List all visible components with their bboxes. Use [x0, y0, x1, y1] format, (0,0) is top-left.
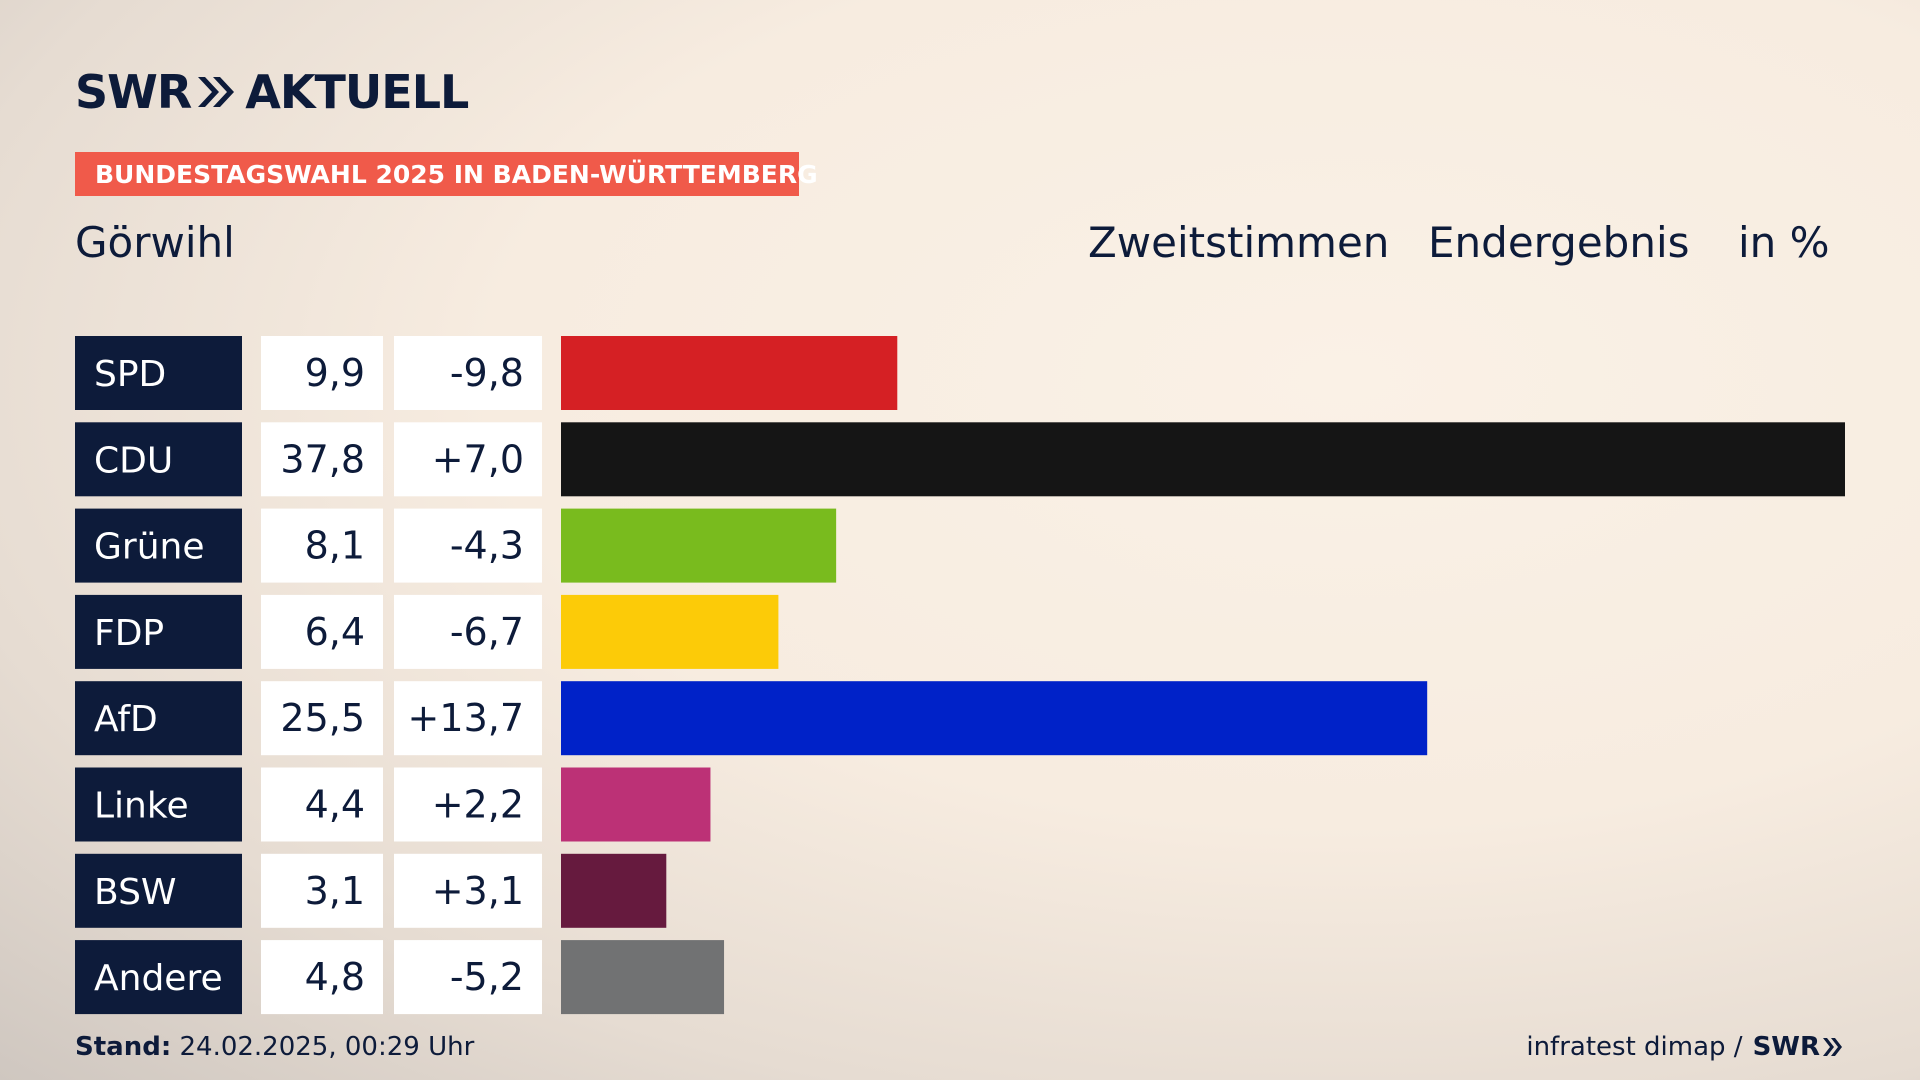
party-label: CDU — [94, 440, 173, 481]
vote-type-label: Zweitstimmen — [1088, 218, 1390, 267]
change-box-andere — [394, 940, 542, 1015]
change-label: -4,3 — [450, 524, 524, 568]
stand-value: 24.02.2025, 00:29 Uhr — [179, 1032, 475, 1062]
swr-small-logo: SWR — [1753, 1032, 1844, 1062]
value-label: 37,8 — [280, 437, 365, 481]
brand-aktuell-text: AKTUELL — [245, 65, 469, 119]
value-label: 3,1 — [305, 869, 365, 913]
source-text: infratest dimap / — [1526, 1032, 1743, 1062]
change-box-bsw — [394, 853, 542, 928]
value-box-fdp — [261, 594, 383, 669]
change-box-afd — [394, 681, 542, 756]
party-label: SPD — [94, 354, 166, 395]
result-type-label: Endergebnis — [1428, 218, 1690, 267]
source-credit: infratest dimap / SWR — [1526, 1032, 1844, 1062]
election-banner: BUNDESTAGSWAHL 2025 IN BADEN-WÜRTTEMBERG — [75, 152, 818, 196]
change-label: -9,8 — [450, 351, 524, 395]
party-label: AfD — [94, 699, 158, 740]
brand-swr-text: SWR — [75, 65, 192, 119]
bar-spd — [561, 336, 898, 410]
timestamp: Stand: 24.02.2025, 00:29 Uhr — [75, 1032, 474, 1062]
party-label: Linke — [94, 786, 189, 827]
swr-small-text: SWR — [1752, 1032, 1820, 1062]
bar-cdu — [561, 422, 1845, 497]
change-label: +7,0 — [432, 437, 524, 481]
change-label: +3,1 — [432, 869, 524, 913]
change-box-cdu — [394, 422, 542, 497]
change-label: +13,7 — [408, 696, 524, 740]
bar-linke — [561, 767, 711, 842]
change-box-fdp — [394, 594, 542, 669]
party-label-box-cdu — [75, 422, 242, 497]
party-label-box-bsw — [75, 853, 242, 928]
value-label: 25,5 — [280, 696, 365, 740]
change-box-spd — [394, 336, 542, 410]
stand-label: Stand: — [75, 1032, 172, 1062]
value-label: 4,8 — [305, 955, 365, 999]
value-box-afd — [261, 681, 383, 756]
swr-aktuell-logo: SWR AKTUELL — [75, 65, 469, 119]
unit-label: in % — [1738, 218, 1830, 267]
bar-andere — [561, 940, 725, 1015]
value-label: 9,9 — [305, 351, 365, 395]
value-box-spd — [261, 336, 383, 410]
value-box-cdu — [261, 422, 383, 497]
value-label: 4,4 — [305, 783, 365, 827]
party-label-box-spd — [75, 336, 242, 410]
party-label-box-afd — [75, 681, 242, 756]
double-chevron-icon — [198, 77, 235, 107]
party-label: BSW — [94, 872, 177, 913]
bar-afd — [561, 681, 1428, 756]
change-label: -5,2 — [450, 955, 524, 999]
party-label: FDP — [94, 613, 164, 654]
change-box-grüne — [394, 508, 542, 583]
value-box-linke — [261, 767, 383, 842]
bar-bsw — [561, 853, 667, 928]
change-label: -6,7 — [450, 610, 524, 654]
change-box-linke — [394, 767, 542, 842]
party-label: Andere — [94, 958, 223, 999]
value-label: 8,1 — [305, 524, 365, 568]
party-label-box-andere — [75, 940, 242, 1015]
value-box-bsw — [261, 853, 383, 928]
party-label: Grüne — [94, 527, 204, 568]
change-label: +2,2 — [432, 783, 524, 827]
party-label-box-fdp — [75, 594, 242, 669]
bar-fdp — [561, 594, 779, 669]
bar-grüne — [561, 508, 837, 583]
place-title: Görwihl — [75, 218, 235, 267]
party-label-box-grüne — [75, 508, 242, 583]
value-label: 6,4 — [305, 610, 365, 654]
party-label-box-linke — [75, 767, 242, 842]
value-box-andere — [261, 940, 383, 1015]
value-box-grüne — [261, 508, 383, 583]
small-double-chevron-icon — [1823, 1038, 1842, 1056]
